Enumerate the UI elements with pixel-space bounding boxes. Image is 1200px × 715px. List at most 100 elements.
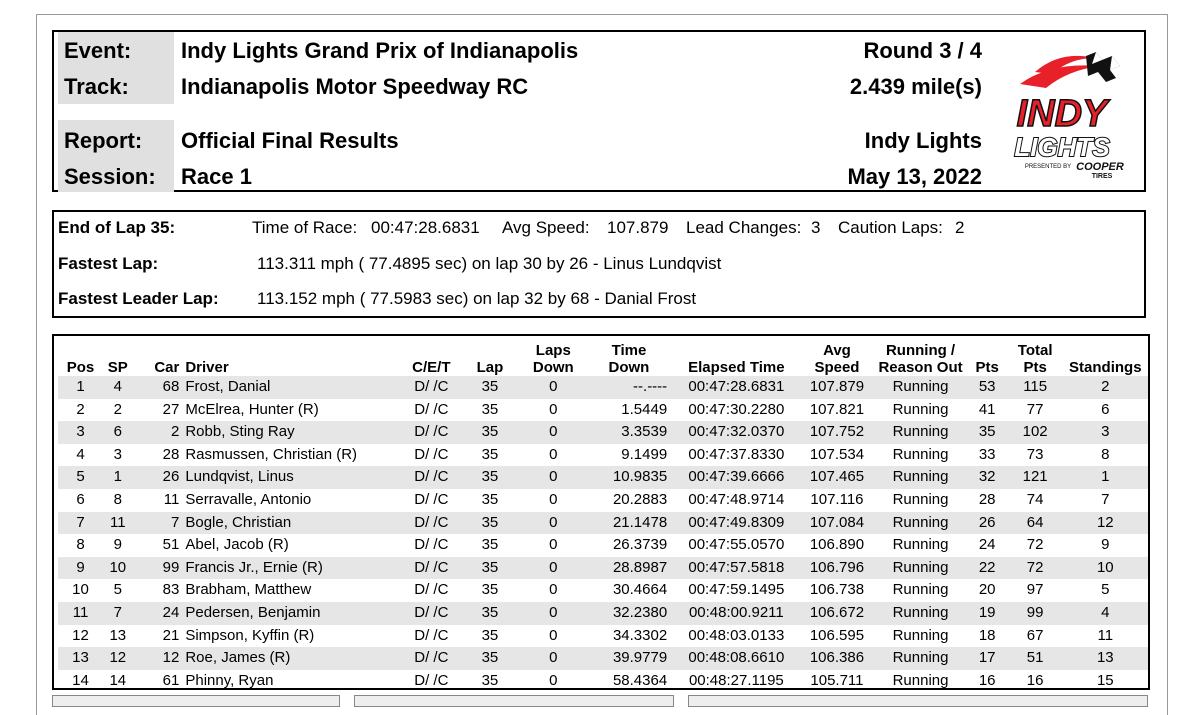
- cell-elapsed: 00:47:32.0370: [688, 423, 785, 441]
- cell-car: 68: [162, 378, 180, 395]
- table-row: 2 2 27 McElrea, Hunter (R) D/ /C 35 0 1.5449 00:…: [58, 399, 1148, 422]
- cell-total-pts: 97: [1026, 581, 1044, 599]
- col-standings: Standings: [1069, 359, 1142, 376]
- cell-status: Running: [892, 671, 949, 689]
- cell-driver: Serravalle, Antonio: [185, 490, 312, 508]
- cell-speed: 107.534: [809, 445, 865, 463]
- cell-time-down: 21.1478: [612, 513, 668, 531]
- cell-sp: 9: [113, 536, 122, 554]
- table-row: 12 13 21 Simpson, Kyffin (R) D/ /C 35 0 34.3302…: [58, 625, 1148, 648]
- cell-status: Running: [892, 536, 949, 554]
- race-summary: End of Lap 35: Time of Race: 00:47:28.68…: [52, 210, 1146, 318]
- cell-time-down: 1.5449: [621, 400, 668, 418]
- col-laps-down-line1: Laps: [535, 342, 571, 359]
- header-label-band-top: [58, 32, 174, 104]
- cell-cet: D/ /C: [414, 400, 449, 418]
- report-page: [36, 14, 1168, 715]
- cell-driver: Simpson, Kyffin (R): [185, 626, 315, 644]
- cell-pos: 8: [76, 536, 85, 554]
- col-avg-speed-line1: Avg: [823, 342, 851, 359]
- col-total-pts-line1: Total: [1017, 342, 1053, 359]
- cell-standing: 4: [1101, 603, 1110, 621]
- cell-pts: 19: [978, 603, 996, 621]
- cell-time-down: --.----: [633, 378, 668, 395]
- results-panel: Pos SP Car Driver C/E/T Lap Laps Down Tim…: [52, 334, 1150, 690]
- series-name: Indy Lights: [864, 128, 982, 153]
- cell-lap: 35: [481, 400, 499, 418]
- cell-status: Running: [892, 581, 949, 599]
- indy-lights-logo: INDY LIGHTS PRESENTED BY COOPER TIRES: [1013, 52, 1124, 180]
- cell-pts: 24: [978, 536, 996, 554]
- col-car: Car: [154, 359, 180, 376]
- logo-lights-text: LIGHTS: [1014, 132, 1110, 162]
- cell-laps-down: 0: [549, 400, 558, 418]
- table-row: 7 11 7 Bogle, Christian D/ /C 35 0 21.1478 00:47…: [58, 511, 1148, 535]
- cell-driver: Brabham, Matthew: [185, 581, 312, 599]
- cell-laps-down: 0: [549, 378, 558, 395]
- cell-total-pts: 99: [1026, 603, 1044, 621]
- cell-pts: 16: [978, 671, 996, 689]
- cell-sp: 6: [113, 423, 122, 441]
- report-label: Report:: [64, 128, 143, 153]
- cell-speed: 107.084: [809, 513, 865, 531]
- table-row: 8 9 51 Abel, Jacob (R) D/ /C 35 0 26.3739 00:47:…: [58, 534, 1148, 557]
- cell-standing: 12: [1096, 513, 1114, 531]
- table-row: 5 1 26 Lundqvist, Linus D/ /C 35 0 10.9835 00:47…: [58, 466, 1148, 489]
- cell-status: Running: [892, 649, 949, 667]
- cell-time-down: 28.8987: [612, 558, 668, 576]
- cell-total-pts: 115: [1023, 378, 1048, 395]
- cell-cet: D/ /C: [414, 536, 449, 554]
- cell-cet: D/ /C: [414, 603, 449, 621]
- cell-sp: 2: [113, 400, 122, 418]
- cell-driver: Lundqvist, Linus: [185, 468, 294, 486]
- cell-lap: 35: [481, 558, 499, 576]
- cell-cet: D/ /C: [414, 649, 449, 667]
- results-body: 1 4 68 Frost, Danial D/ /C 35 0 --.---- 00:47:28…: [58, 376, 1148, 692]
- cell-pts: 28: [978, 490, 996, 508]
- cell-standing: 13: [1096, 649, 1114, 667]
- cell-elapsed: 00:47:57.5818: [688, 558, 785, 576]
- track-label: Track:: [64, 74, 129, 99]
- cell-pos: 4: [76, 445, 85, 463]
- cell-total-pts: 67: [1026, 626, 1044, 644]
- cell-sp: 12: [109, 649, 127, 667]
- round-info: Round 3 / 4: [863, 38, 982, 63]
- cell-laps-down: 0: [549, 536, 558, 554]
- cell-cet: D/ /C: [414, 423, 449, 441]
- cell-sp: 4: [113, 378, 122, 395]
- cell-sp: 14: [109, 671, 127, 689]
- cell-lap: 35: [481, 423, 499, 441]
- track-length: 2.439 mile(s): [849, 74, 982, 99]
- fastest-lap-label: Fastest Lap:: [58, 254, 159, 273]
- cell-time-down: 39.9779: [612, 649, 668, 667]
- cell-elapsed: 00:47:48.9714: [688, 490, 785, 508]
- cell-status: Running: [892, 603, 949, 621]
- cell-laps-down: 0: [549, 626, 558, 644]
- cell-total-pts: 64: [1026, 513, 1044, 531]
- cell-laps-down: 0: [549, 558, 558, 576]
- cell-status: Running: [892, 400, 949, 418]
- cell-laps-down: 0: [549, 490, 558, 508]
- col-total-pts: Total Pts: [1008, 338, 1063, 376]
- cell-laps-down: 0: [549, 603, 558, 621]
- table-row: 4 3 28 Rasmussen, Christian (R) D/ /C 35 0 9.14…: [58, 444, 1148, 467]
- cell-time-down: 26.3739: [612, 536, 668, 554]
- cell-lap: 35: [481, 490, 499, 508]
- cell-status: Running: [892, 490, 949, 508]
- cell-laps-down: 0: [549, 445, 558, 463]
- cell-driver: Robb, Sting Ray: [185, 423, 295, 441]
- cell-sp: 1: [113, 468, 122, 486]
- col-avg-speed-line2: Speed: [814, 359, 860, 376]
- cell-speed: 106.386: [809, 649, 865, 667]
- cell-driver: McElrea, Hunter (R): [185, 400, 319, 418]
- cell-pos: 13: [72, 649, 89, 667]
- table-row: 1 4 68 Frost, Danial D/ /C 35 0 --.---- 00:47:28…: [58, 376, 1148, 399]
- report-type: Official Final Results: [181, 128, 399, 153]
- cell-time-down: 20.2883: [612, 490, 668, 508]
- avg-speed-label: Avg Speed:: [502, 218, 590, 237]
- col-time-down: Time Down: [585, 338, 673, 376]
- cell-speed: 106.738: [809, 581, 865, 599]
- cell-driver: Roe, James (R): [185, 649, 291, 667]
- table-row: 13 12 12 Roe, James (R) D/ /C 35 0 39.9779 00:48…: [58, 647, 1148, 670]
- cell-elapsed: 00:48:03.0133: [688, 626, 785, 644]
